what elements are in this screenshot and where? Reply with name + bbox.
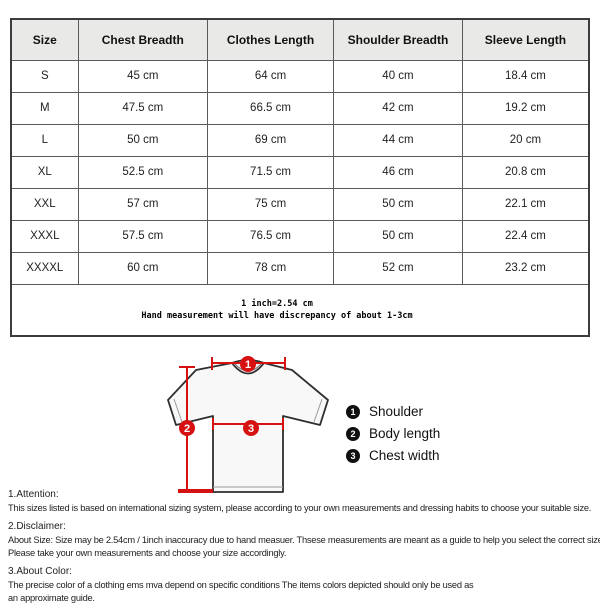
sleeve-cell: 20 cm <box>461 123 590 157</box>
size-cell: XXXXL <box>10 251 79 285</box>
size-cell: XL <box>10 155 79 189</box>
size-cell: XXL <box>10 187 79 221</box>
size-cell: M <box>10 91 79 125</box>
chest-cell: 45 cm <box>77 59 209 93</box>
chest-cell: 52.5 cm <box>77 155 209 189</box>
svg-text:2: 2 <box>184 423 190 435</box>
legend-label: Chest width <box>369 448 440 463</box>
legend-item-shoulder: 1 Shoulder <box>346 402 440 421</box>
legend-3-icon: 3 <box>346 448 360 463</box>
chest-cell: 47.5 cm <box>77 91 209 125</box>
attention-title: 1.Attention: <box>8 489 59 500</box>
legend-label: Body length <box>369 426 441 441</box>
legend-label: Shoulder <box>369 404 424 419</box>
marker-3-icon: 3 <box>243 420 259 436</box>
legend-item-chest-width: 3 Chest width <box>346 446 440 465</box>
table-row-s: S 45 cm 64 cm 40 cm 18.4 cm <box>10 59 590 93</box>
col-header-size: Size <box>10 18 79 61</box>
chest-cell: 57 cm <box>77 187 209 221</box>
col-header-shoulder-breadth: Shoulder Breadth <box>333 18 463 61</box>
length-cell: 71.5 cm <box>207 155 335 189</box>
table-note-row: 1 inch=2.54 cm Hand measurement will hav… <box>10 283 590 337</box>
shoulder-cell: 42 cm <box>333 91 463 125</box>
length-cell: 75 cm <box>207 187 335 221</box>
shoulder-cell: 46 cm <box>333 155 463 189</box>
sleeve-cell: 22.1 cm <box>461 187 590 221</box>
col-header-chest-breadth: Chest Breadth <box>77 18 209 61</box>
size-cell: S <box>10 59 79 93</box>
col-header-clothes-length: Clothes Length <box>207 18 335 61</box>
legend-1-icon: 1 <box>346 404 360 419</box>
table-row-xl: XL 52.5 cm 71.5 cm 46 cm 20.8 cm <box>10 155 590 189</box>
attention-text: This sizes listed is based on internatio… <box>8 503 592 513</box>
length-cell: 78 cm <box>207 251 335 285</box>
shoulder-cell: 44 cm <box>333 123 463 157</box>
measurement-note: 1 inch=2.54 cm Hand measurement will hav… <box>10 283 590 337</box>
svg-text:1: 1 <box>245 359 251 371</box>
disclaimer-title: 2.Disclaimer: <box>8 521 66 532</box>
table-header-row: Size Chest Breadth Clothes Length Should… <box>10 18 590 61</box>
sleeve-cell: 18.4 cm <box>461 59 590 93</box>
disclaimer-text-1: About Size: Size may be 2.54cm / 1inch i… <box>8 535 600 545</box>
length-cell: 64 cm <box>207 59 335 93</box>
sleeve-cell: 20.8 cm <box>461 155 590 189</box>
table-row-m: M 47.5 cm 66.5 cm 42 cm 19.2 cm <box>10 91 590 125</box>
tshirt-measurement-diagram: 1 2 3 <box>167 356 329 493</box>
length-cell: 69 cm <box>207 123 335 157</box>
table-row-xxl: XXL 57 cm 75 cm 50 cm 22.1 cm <box>10 187 590 221</box>
diagram-legend: 1 Shoulder 2 Body length 3 Chest width <box>346 402 440 468</box>
size-cell: L <box>10 123 79 157</box>
length-cell: 66.5 cm <box>207 91 335 125</box>
col-header-sleeve-length: Sleeve Length <box>461 18 590 61</box>
size-cell: XXXL <box>10 219 79 253</box>
shoulder-cell: 52 cm <box>333 251 463 285</box>
about-color-text-2: an approximate guide. <box>8 593 95 603</box>
size-chart-table: Size Chest Breadth Clothes Length Should… <box>10 18 590 337</box>
disclaimer-text-2: Please take your own measurements and ch… <box>8 548 287 558</box>
sleeve-seam-left <box>173 398 183 423</box>
shoulder-cell: 50 cm <box>333 187 463 221</box>
table-row-l: L 50 cm 69 cm 44 cm 20 cm <box>10 123 590 157</box>
legend-item-body-length: 2 Body length <box>346 424 440 443</box>
chest-cell: 57.5 cm <box>77 219 209 253</box>
note-line-inch: 1 inch=2.54 cm <box>241 298 313 309</box>
chest-cell: 60 cm <box>77 251 209 285</box>
svg-text:3: 3 <box>248 423 254 435</box>
sleeve-cell: 19.2 cm <box>461 91 590 125</box>
marker-2-icon: 2 <box>179 420 195 436</box>
table-row-xxxxl: XXXXL 60 cm 78 cm 52 cm 23.2 cm <box>10 251 590 285</box>
shoulder-cell: 40 cm <box>333 59 463 93</box>
footer-notes: 1.Attention: This sizes listed is based … <box>8 489 600 605</box>
legend-2-icon: 2 <box>346 426 360 441</box>
shoulder-cell: 50 cm <box>333 219 463 253</box>
about-color-text-1: The precise color of a clothing ems mva … <box>8 580 474 590</box>
sleeve-cell: 23.2 cm <box>461 251 590 285</box>
sleeve-cell: 22.4 cm <box>461 219 590 253</box>
chest-cell: 50 cm <box>77 123 209 157</box>
table-row-xxxl: XXXL 57.5 cm 76.5 cm 50 cm 22.4 cm <box>10 219 590 253</box>
note-line-discrepancy: Hand measurement will have discrepancy o… <box>141 310 413 321</box>
sleeve-seam-right <box>313 398 323 423</box>
about-color-title: 3.About Color: <box>8 566 72 577</box>
length-cell: 76.5 cm <box>207 219 335 253</box>
marker-1-icon: 1 <box>240 356 256 372</box>
